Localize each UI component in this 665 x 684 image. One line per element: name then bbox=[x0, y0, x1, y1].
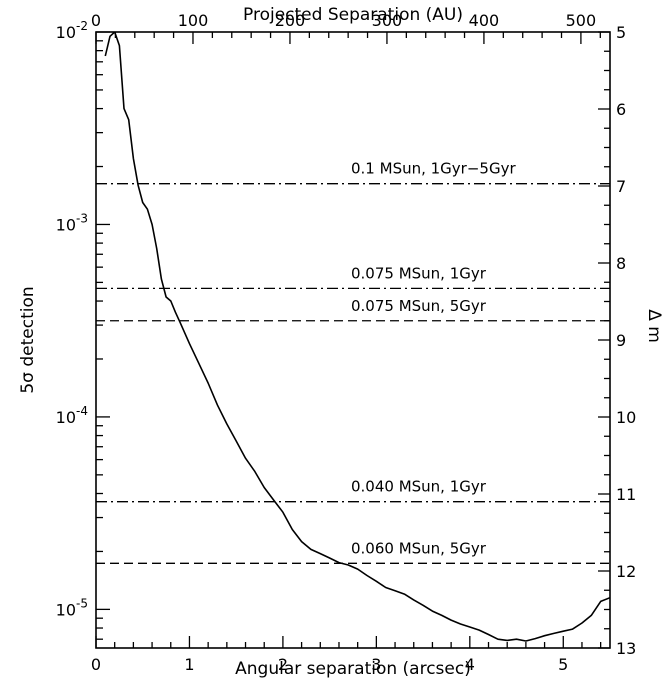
y-left-tick-label: 10-2 bbox=[56, 19, 88, 42]
reference-line-label: 0.060 MSun, 5Gyr bbox=[351, 539, 487, 557]
y-right-tick-label: 11 bbox=[616, 485, 636, 504]
x-bottom-tick-label: 5 bbox=[558, 655, 568, 674]
y-left-tick-label: 10-5 bbox=[56, 596, 88, 619]
y-right-tick-label: 12 bbox=[616, 562, 636, 581]
x-bottom-tick-label: 3 bbox=[371, 655, 381, 674]
data-series bbox=[104, 32, 610, 642]
x-top-tick-label: 500 bbox=[566, 11, 597, 30]
y-left-axis-label: 5σ detection bbox=[18, 286, 38, 393]
x-top-tick-label: 400 bbox=[469, 11, 500, 30]
x-top-tick-label: 300 bbox=[372, 11, 403, 30]
x-bottom-tick-label: 1 bbox=[184, 655, 194, 674]
axis-ticks bbox=[95, 31, 610, 649]
reference-line-label: 0.1 MSun, 1Gyr−5Gyr bbox=[351, 160, 516, 178]
x-top-tick-label: 100 bbox=[178, 11, 209, 30]
x-bottom-tick-label: 4 bbox=[465, 655, 475, 674]
y-right-tick-label: 5 bbox=[616, 23, 626, 42]
y-right-tick-label: 10 bbox=[616, 408, 636, 427]
x-top-axis-label: Projected Separation (AU) bbox=[243, 5, 463, 25]
y-right-tick-label: 8 bbox=[616, 254, 626, 273]
y-left-tick-label: 10-4 bbox=[56, 404, 88, 427]
x-bottom-axis-label: Angular separation (arcsec) bbox=[235, 659, 471, 679]
detection-limit-curve bbox=[104, 32, 610, 642]
reference-lines: 0.1 MSun, 1Gyr−5Gyr 0.075 MSun, 1Gyr 0.075… bbox=[96, 160, 610, 564]
reference-line-label: 0.075 MSun, 1Gyr bbox=[351, 264, 487, 282]
reference-line-label: 0.075 MSun, 5Gyr bbox=[351, 297, 487, 315]
y-right-tick-label: 9 bbox=[616, 331, 626, 350]
x-bottom-tick-label: 2 bbox=[278, 655, 288, 674]
reference-line-label: 0.040 MSun, 1Gyr bbox=[351, 478, 487, 496]
y-right-tick-label: 13 bbox=[616, 639, 636, 658]
x-top-tick-label: 200 bbox=[275, 11, 306, 30]
y-right-tick-label: 6 bbox=[616, 100, 626, 119]
x-top-tick-label: 0 bbox=[91, 11, 101, 30]
x-bottom-tick-label: 0 bbox=[91, 655, 101, 674]
y-right-axis-label: Δ m bbox=[644, 309, 664, 343]
y-right-tick-label: 7 bbox=[616, 177, 626, 196]
y-left-tick-label: 10-3 bbox=[56, 211, 88, 234]
